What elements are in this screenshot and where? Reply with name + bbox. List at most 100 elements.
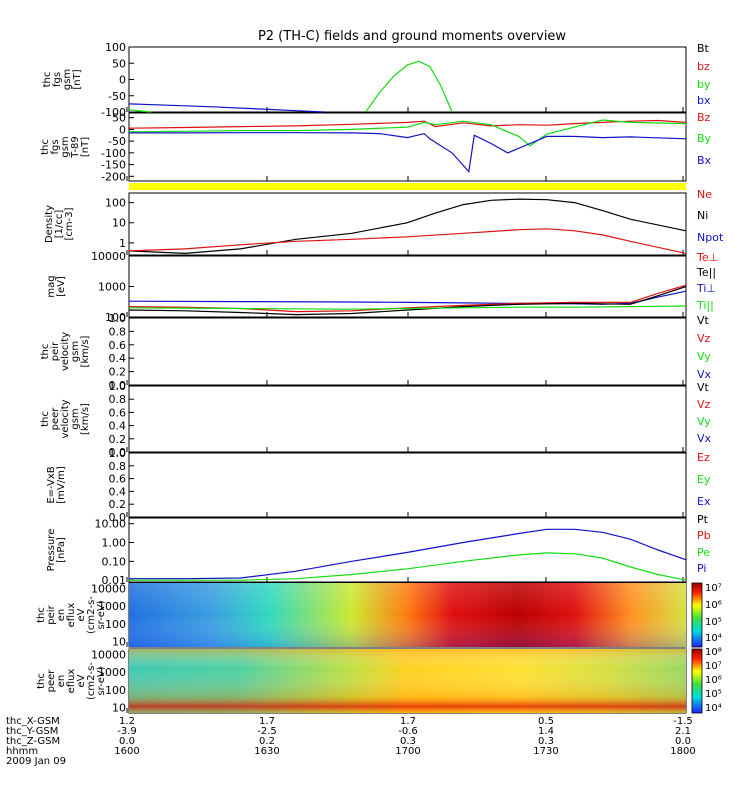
y-tick-label: 50 — [112, 57, 126, 70]
y-tick-label: 100 — [105, 197, 126, 210]
y-tick-label: 10000 — [91, 648, 126, 661]
series-line-Bx — [129, 132, 687, 173]
y-axis-label: [nT] — [80, 137, 91, 157]
legend-entry: Pe — [697, 546, 710, 559]
colorbar-electron: 10⁸ 10⁷ 10⁶ 10⁵ 10⁴ — [691, 647, 722, 714]
legend-entry: Npot — [697, 231, 724, 244]
y-tick-label: 100 — [105, 41, 126, 54]
y-axis-label: sr-eV) — [96, 666, 107, 695]
y-axis-label: E=-VxB — [46, 466, 57, 503]
panel-frame — [128, 452, 687, 518]
ephemeris-value: 0.5 — [538, 716, 554, 727]
colorbar-tick: 10⁶ — [705, 675, 722, 686]
legend-entry: Ti⊥ — [696, 282, 716, 295]
ephemeris-value: 1700 — [395, 746, 420, 757]
legend-entry: Pi — [697, 562, 706, 575]
quality-bar — [129, 183, 686, 190]
ephemeris-value: 0.0 — [119, 736, 135, 747]
series-line-Ti|| — [128, 305, 687, 310]
ephemeris-table: thc_X-GSM thc_Y-GSM thc_Z-GSM hhmm 2009 … — [6, 716, 696, 767]
y-axis-label: peir — [46, 604, 57, 624]
ephemeris-label: thc_Z-GSM — [6, 736, 60, 747]
y-tick-label: 1000 — [98, 281, 126, 294]
y-tick-label: 0.8 — [109, 460, 127, 473]
legend-entry: Vt — [697, 381, 710, 394]
legend-entry: Pt — [697, 513, 709, 526]
series-line-Ni — [128, 198, 687, 255]
y-tick-label: -100 — [101, 106, 126, 119]
y-axis-label: [km/s] — [80, 335, 91, 367]
y-axis-label: (cm2-s- — [86, 662, 97, 700]
y-axis-label: velocity — [60, 399, 71, 438]
y-tick-label: 10.00 — [95, 518, 127, 531]
y-axis-label: fgs — [50, 139, 61, 154]
y-axis-label: Pressure — [46, 529, 57, 572]
ephemeris-value: 1.7 — [259, 716, 275, 727]
y-tick-label: -200 — [101, 170, 126, 183]
y-axis-label: eflux — [66, 669, 77, 694]
y-tick-label: 0.8 — [109, 393, 127, 406]
legend-entry: Vt — [697, 314, 710, 327]
panel-frame — [128, 517, 687, 583]
y-tick-label: 0.4 — [109, 485, 127, 498]
y-tick-label: 1.0 — [109, 380, 127, 393]
legend-entry: Bz — [697, 111, 711, 124]
legend-entry: Ex — [697, 495, 711, 508]
y-axis-label: gsm — [70, 408, 81, 429]
legend-entry: Ti|| — [696, 299, 714, 312]
y-axis-label: (cm2-s- — [86, 596, 97, 634]
y-tick-label: 10 — [112, 217, 126, 230]
panel-frame — [128, 46, 687, 113]
y-axis-label: thc — [40, 411, 51, 427]
series-line-bx — [128, 103, 324, 113]
y-axis-label: [cm-3] — [64, 207, 75, 240]
y-axis-label: [nPa] — [56, 537, 67, 563]
ephemeris-value: -2.5 — [257, 726, 277, 737]
y-axis-label: [mV/m] — [56, 466, 67, 504]
y-tick-label: -50 — [108, 90, 126, 103]
legend-entry: bx — [697, 94, 711, 107]
y-axis-label: T-89 — [70, 136, 81, 159]
ephemeris-value: 1.4 — [538, 726, 554, 737]
y-axis-label: en — [56, 675, 67, 688]
colorbar-tick: 10⁵ — [705, 617, 722, 628]
series-line-By — [128, 119, 687, 147]
y-tick-label: 10000 — [91, 582, 126, 595]
y-tick-label: 0.0 — [109, 379, 127, 392]
series-line-Bz — [128, 119, 687, 129]
y-axis-label: thc — [40, 139, 51, 155]
ephemeris-value: 2.1 — [675, 726, 691, 737]
y-tick-label: 100 — [105, 618, 126, 631]
y-axis-label: Density — [44, 205, 55, 243]
y-axis-label: thc — [40, 344, 51, 360]
y-axis-label: fgs — [52, 72, 63, 87]
electron-spectrogram — [129, 649, 686, 713]
ephemeris-value: 1.2 — [119, 716, 135, 727]
y-tick-label: -150 — [101, 159, 126, 172]
y-tick-label: 10 — [112, 702, 126, 715]
legend-entry: Ne — [697, 188, 712, 201]
colorbar-tick: 10⁴ — [705, 703, 722, 714]
y-tick-label: -50 — [108, 135, 126, 148]
legend-entry: Ey — [697, 473, 711, 486]
series-line-by — [128, 109, 152, 113]
y-tick-label: 1.0 — [109, 312, 127, 325]
legend-entry: Te|| — [696, 266, 716, 279]
y-tick-label: 0 — [119, 123, 126, 136]
y-tick-label: 0.2 — [109, 366, 127, 379]
y-tick-label: 0.0 — [109, 511, 127, 524]
ephemeris-value: 1730 — [533, 746, 558, 757]
legend-entry: bz — [697, 60, 710, 73]
series-line-Te⊥ — [128, 284, 687, 313]
colorbar-tick: 10⁸ — [705, 647, 722, 658]
legend-entry: Vz — [697, 332, 711, 345]
panel-frame — [128, 317, 687, 386]
y-axis-label: [eV] — [56, 276, 67, 297]
legend-entry: by — [697, 78, 711, 91]
y-tick-label: 1000 — [98, 666, 126, 679]
series-line-Pe — [129, 552, 687, 581]
y-axis-label: [nT] — [72, 69, 83, 89]
y-axis-label: gsm — [70, 341, 81, 362]
y-axis-label: peir — [50, 341, 61, 361]
